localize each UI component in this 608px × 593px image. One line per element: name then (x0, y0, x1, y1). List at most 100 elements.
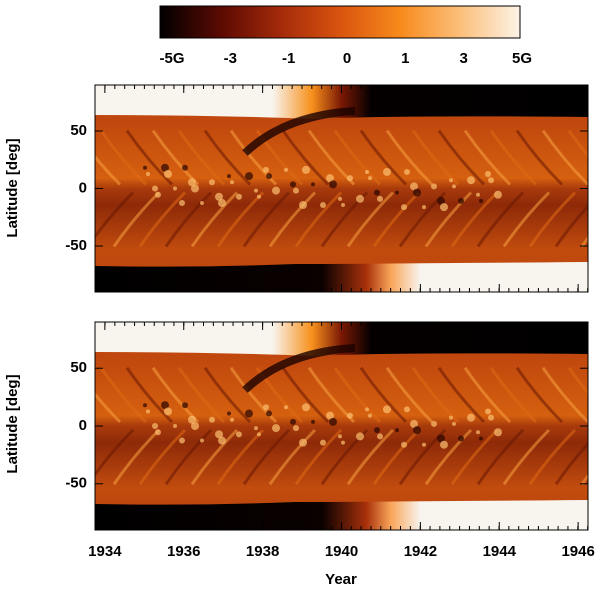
blob (329, 180, 337, 189)
blob (404, 406, 410, 413)
streak (281, 129, 330, 186)
colorbar-tick-label: -1 (282, 50, 295, 67)
streak (489, 129, 538, 186)
streak (567, 129, 588, 159)
blob (179, 437, 185, 444)
blob (422, 205, 426, 210)
blob (449, 178, 453, 183)
colorbar-tick-label: -5G (159, 50, 184, 67)
blob (374, 427, 380, 434)
streak (190, 428, 239, 486)
streak (138, 191, 187, 248)
streak (489, 366, 538, 424)
streak (242, 428, 291, 486)
streak (580, 473, 588, 486)
streak (515, 129, 564, 186)
streak (567, 366, 588, 396)
blob (161, 163, 169, 172)
blob (479, 436, 483, 441)
blob (383, 405, 391, 414)
blob (494, 190, 502, 199)
streak (359, 366, 408, 424)
x-tick-label: 1936 (167, 543, 200, 560)
streak (242, 191, 291, 248)
blob (266, 173, 272, 180)
colorbar (159, 5, 521, 39)
blob (338, 196, 342, 201)
blob (329, 417, 337, 426)
heatmap-body (95, 85, 588, 292)
streak (203, 366, 252, 424)
blob (320, 439, 326, 446)
colorbar-tick-label: 3 (459, 50, 467, 67)
blob (263, 404, 269, 411)
streak (411, 366, 460, 424)
blob (152, 423, 158, 429)
blob (272, 186, 280, 195)
colorbar-tick-label: 1 (401, 50, 409, 67)
streak (164, 191, 213, 248)
blob (356, 432, 364, 441)
blob (254, 426, 258, 431)
streak (515, 366, 564, 424)
blob (284, 167, 288, 172)
blob (236, 431, 242, 438)
streak (294, 428, 343, 486)
streak (463, 129, 512, 186)
streak (372, 428, 421, 486)
blob (422, 442, 426, 447)
x-tick-label: 1946 (561, 543, 594, 560)
blob (440, 440, 448, 449)
blob (413, 188, 421, 197)
blob (467, 413, 475, 422)
blob (467, 176, 475, 185)
blob (155, 191, 161, 198)
streak (580, 235, 588, 248)
streak (281, 366, 330, 424)
blob (341, 203, 345, 208)
blob (476, 430, 480, 435)
x-tick-label: 1942 (404, 543, 437, 560)
blob (437, 434, 445, 443)
blob (215, 430, 223, 439)
blob (374, 189, 380, 196)
blob (209, 416, 215, 423)
blob (200, 200, 204, 205)
blob (146, 409, 150, 414)
streak (125, 366, 174, 424)
blob (431, 183, 437, 190)
blob (230, 417, 234, 422)
blob (488, 414, 494, 421)
streak (99, 129, 148, 186)
blob (227, 174, 231, 179)
blob (152, 185, 158, 192)
dark-streak (242, 344, 356, 393)
blob (290, 181, 296, 188)
y-axis-label: Latitude [deg] (4, 374, 21, 473)
blob (200, 438, 204, 443)
blob (377, 433, 383, 440)
streak (554, 441, 588, 486)
streak (554, 203, 588, 248)
streak (125, 129, 174, 186)
blob (365, 407, 369, 412)
blob (383, 167, 391, 176)
blob (485, 408, 491, 415)
streak (450, 428, 499, 486)
blob (365, 169, 369, 174)
streak (229, 129, 278, 186)
streak (385, 366, 434, 424)
streak (95, 154, 122, 186)
blob (182, 164, 188, 171)
blob (401, 441, 407, 448)
streak (411, 129, 460, 186)
y-tick-label: 50 (70, 122, 87, 139)
streak (203, 129, 252, 186)
blob (413, 426, 421, 435)
streak (541, 129, 588, 186)
blob (326, 411, 334, 420)
blob (257, 194, 261, 199)
blob (263, 166, 269, 173)
x-tick-label: 1940 (325, 543, 358, 560)
